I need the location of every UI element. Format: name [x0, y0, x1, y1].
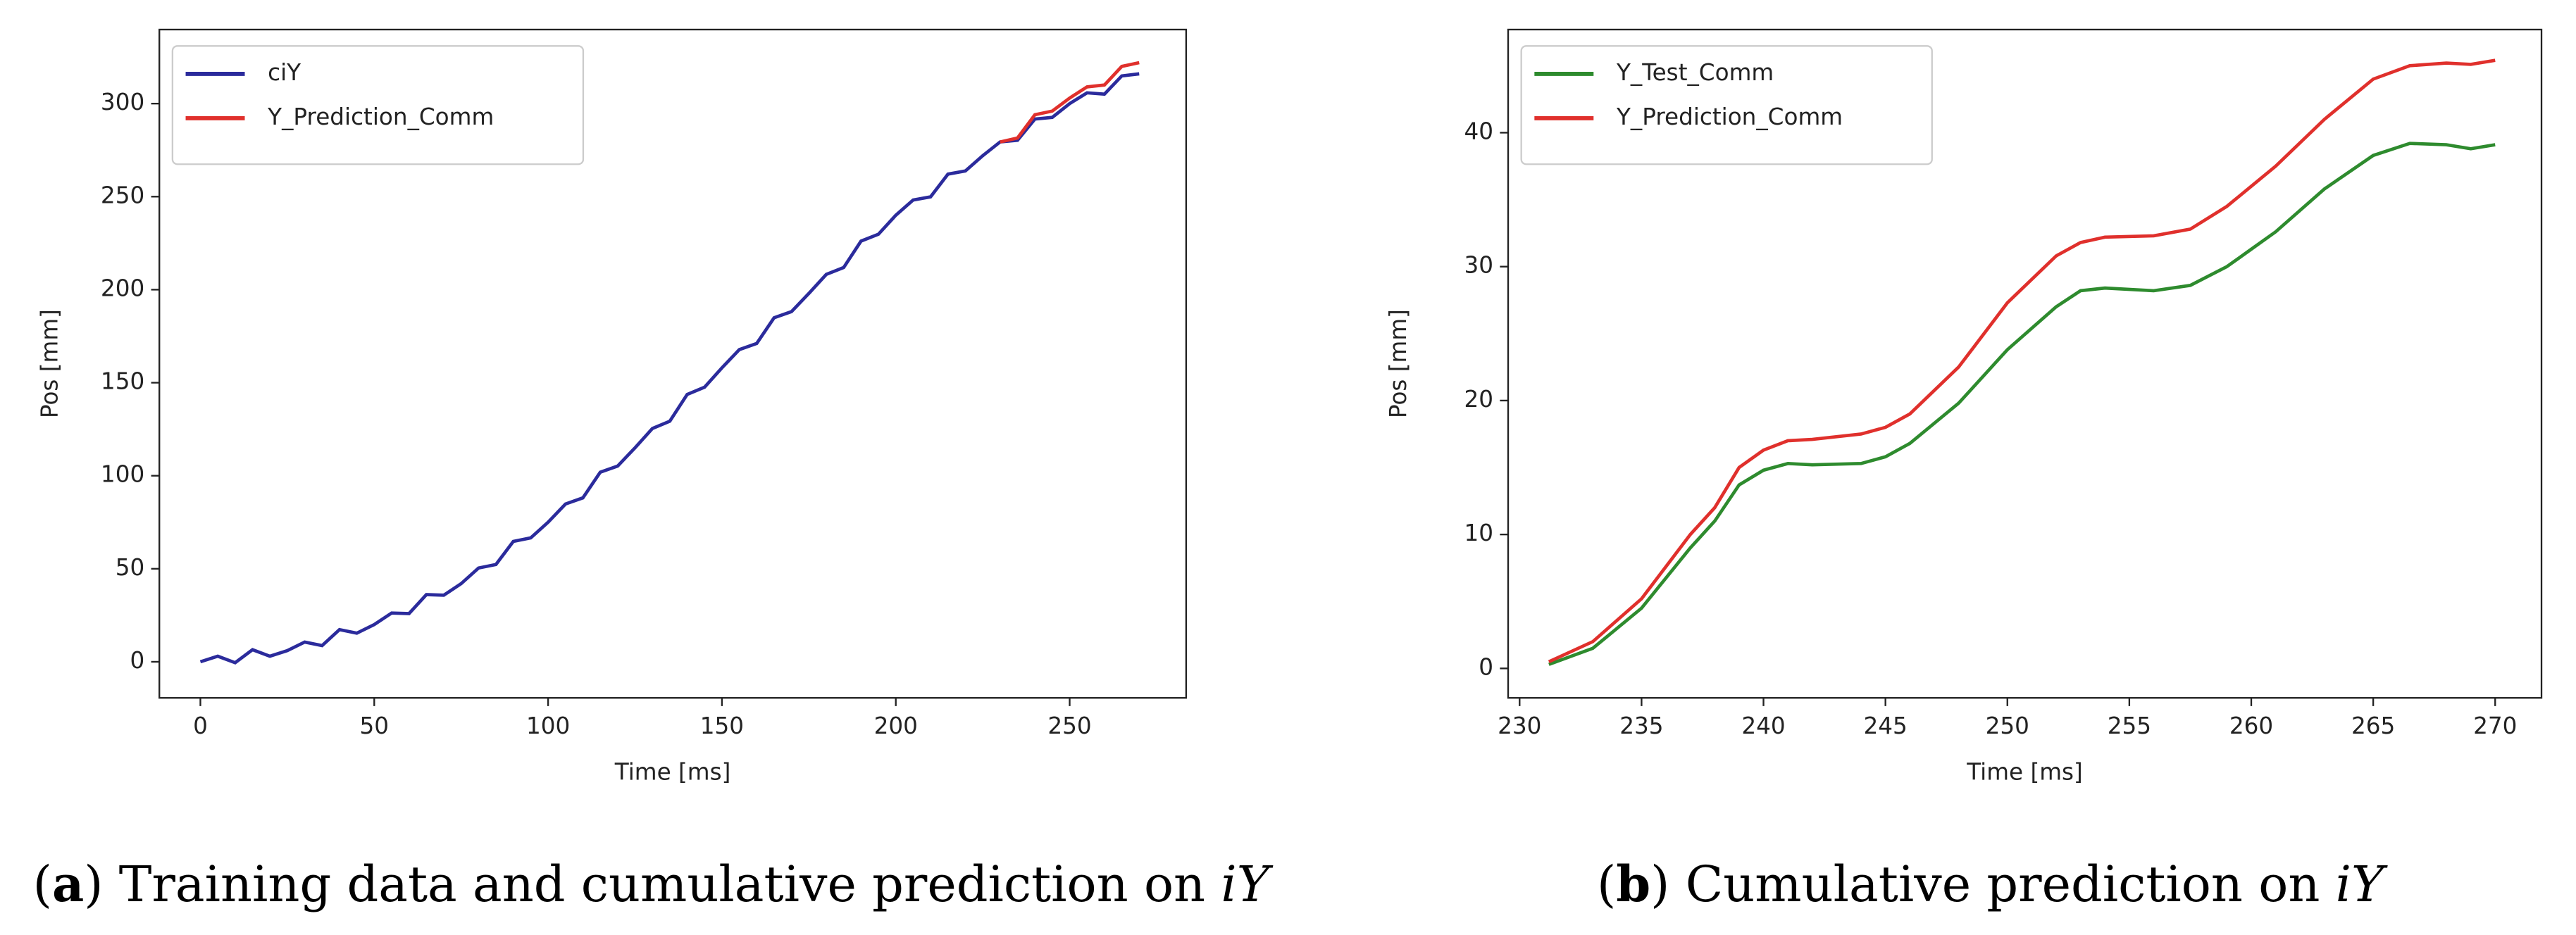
- x-tick-label: 265: [2351, 713, 2395, 739]
- plot-frame: [158, 28, 1188, 699]
- series-line: [1548, 142, 2496, 666]
- x-tick-label: 255: [2108, 713, 2151, 739]
- caption: (a) Training data and cumulative predict…: [33, 855, 1274, 913]
- caption-part: ) Training data and cumulative predictio…: [84, 856, 1221, 913]
- x-tick-label: 240: [1741, 713, 1785, 739]
- chart: 0 50 100 150 200 250 0 50 100 150 200 250 300 Time [m…: [33, 28, 1274, 913]
- x-axis-label: Time [ms]: [614, 759, 731, 786]
- legend-label: Y_Prediction_Comm: [267, 103, 494, 130]
- x-tick-label: 230: [1498, 713, 1541, 739]
- caption-part: ) Cumulative prediction on: [1650, 856, 2335, 913]
- y-tick-label: 0: [130, 647, 144, 674]
- y-tick-label: 50: [116, 554, 145, 581]
- legend-label: ciY: [268, 59, 301, 86]
- series-line: [1548, 58, 2496, 663]
- x-tick-label: 250: [1986, 713, 2029, 739]
- x-tick-label: 200: [874, 713, 918, 739]
- x-tick-label: 260: [2229, 713, 2273, 739]
- legend-box: [171, 45, 585, 165]
- y-tick-label: 100: [101, 461, 144, 488]
- y-tick-label: 40: [1464, 118, 1493, 144]
- y-axis-label: Pos [mm]: [36, 309, 63, 418]
- y-tick-label: 10: [1464, 520, 1493, 546]
- legend-box: [1520, 45, 1933, 165]
- x-tick-label: 270: [2473, 713, 2517, 739]
- y-tick-label: 30: [1464, 252, 1493, 279]
- caption: (b) Cumulative prediction on iY: [1597, 855, 2388, 913]
- y-axis-label: Pos [mm]: [1385, 309, 1412, 418]
- series-line: [1000, 61, 1140, 144]
- x-tick-label: 250: [1047, 713, 1091, 739]
- legend-label: Y_Test_Comm: [1616, 59, 1774, 86]
- caption-part: a: [52, 855, 84, 913]
- caption-part: (: [33, 856, 52, 913]
- x-tick-label: 150: [700, 713, 744, 739]
- y-tick-label: 0: [1479, 653, 1493, 680]
- series-line: [199, 72, 1140, 665]
- chart: 230 235 240 245 250 255 260 265 270 0 10 20 30 40 Time…: [1385, 28, 2543, 913]
- x-tick-label: 50: [360, 713, 390, 739]
- x-tick-label: 0: [193, 713, 208, 739]
- x-tick-label: 245: [1863, 713, 1907, 739]
- caption-part: b: [1616, 855, 1650, 913]
- y-tick-label: 20: [1464, 386, 1493, 413]
- caption-part: (: [1597, 856, 1616, 913]
- plot-frame: [1507, 28, 2543, 699]
- x-tick-label: 235: [1619, 713, 1663, 739]
- caption-part: iY: [1221, 856, 1273, 913]
- y-tick-label: 300: [101, 89, 144, 115]
- x-tick-label: 100: [526, 713, 570, 739]
- caption-part: iY: [2336, 856, 2388, 913]
- x-axis-label: Time [ms]: [1966, 759, 2083, 786]
- y-tick-label: 150: [101, 368, 144, 395]
- y-tick-label: 250: [101, 182, 144, 208]
- legend-label: Y_Prediction_Comm: [1616, 103, 1843, 130]
- y-tick-label: 200: [101, 275, 144, 301]
